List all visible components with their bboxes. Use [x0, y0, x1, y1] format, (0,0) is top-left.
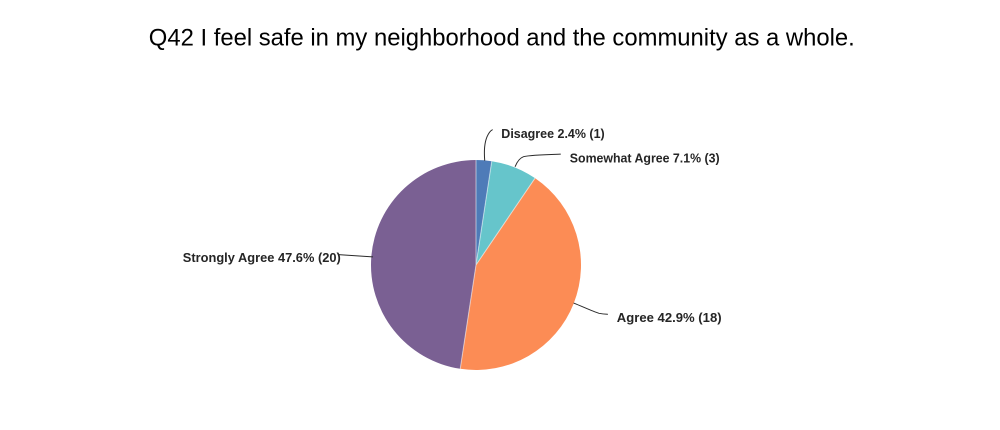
svg-text:Q42 I feel safe in my neighbor: Q42 I feel safe in my neighborhood and t… [149, 25, 855, 52]
svg-text:Disagree 2.4% (1): Disagree 2.4% (1) [501, 127, 604, 141]
svg-text:Agree 42.9% (18): Agree 42.9% (18) [617, 311, 722, 325]
svg-text:Somewhat Agree 7.1% (3): Somewhat Agree 7.1% (3) [570, 151, 720, 165]
svg-text:Strongly Agree 47.6% (20): Strongly Agree 47.6% (20) [183, 251, 341, 265]
